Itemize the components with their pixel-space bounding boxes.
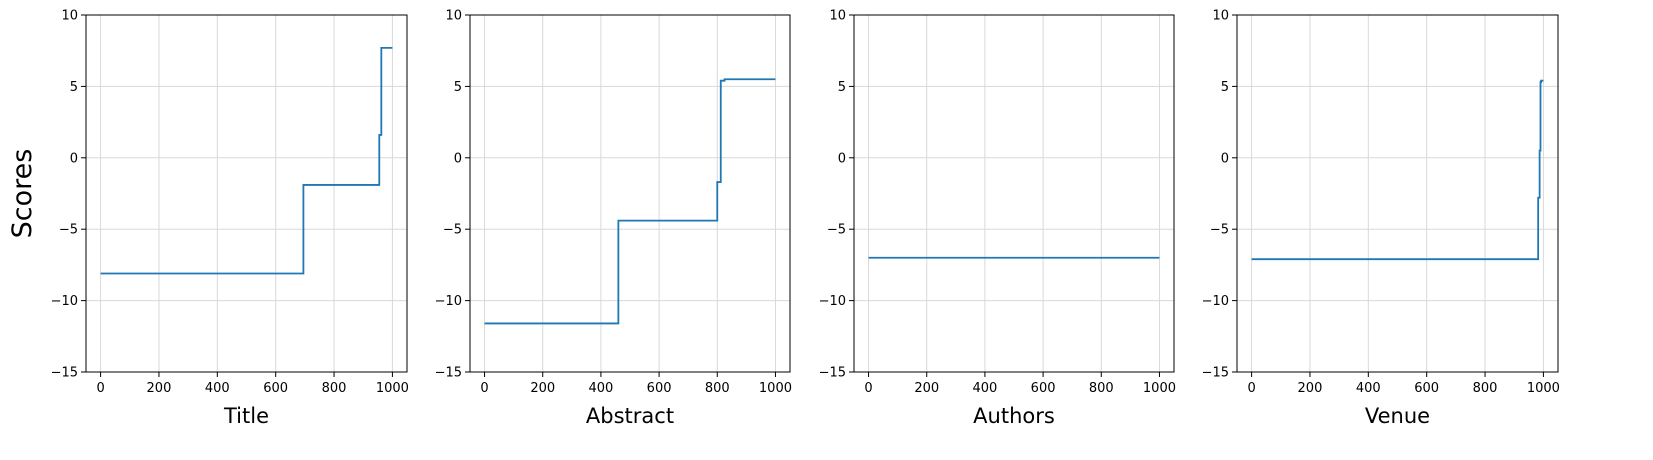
y-tick-label: 0 (838, 151, 846, 166)
x-tick-label: 600 (647, 381, 672, 396)
y-tick-label: −5 (1210, 223, 1229, 238)
plot-frame (469, 14, 791, 373)
x-tick-label: 200 (914, 381, 939, 396)
subplot-1: 0 200 400 600 800 1000 −15 −10 −5 0 5 10 Title Scores (7, 9, 409, 429)
series-line (100, 46, 393, 275)
x-axis-label: Venue (1365, 404, 1430, 428)
y-tick-label: −15 (819, 366, 846, 381)
y-tick-label: −10 (819, 294, 846, 309)
y-tick-label: −5 (443, 223, 462, 238)
plot-frame (853, 14, 1175, 373)
x-axis-label: Authors (973, 404, 1055, 428)
x-tick-label: 800 (1473, 381, 1498, 396)
x-tick-label: 200 (1298, 381, 1323, 396)
y-tick-label: 10 (1212, 9, 1229, 24)
x-tick-label: 200 (530, 381, 555, 396)
y-tick-label: −5 (827, 223, 846, 238)
x-tick-label: 400 (588, 381, 613, 396)
y-tick-label: −10 (435, 294, 462, 309)
y-tick-label: 0 (1221, 151, 1229, 166)
y-tick-label: −10 (1202, 294, 1229, 309)
y-tick-label: 10 (61, 9, 78, 24)
x-tick-label: 800 (1089, 381, 1114, 396)
y-tick-label: 0 (454, 151, 462, 166)
y-tick-label: 5 (838, 80, 846, 95)
x-tick-label: 600 (263, 381, 288, 396)
subplot-3: 0 200 400 600 800 1000 −15 −10 −5 0 5 10 Authors (819, 9, 1176, 429)
series-line (484, 78, 776, 325)
x-tick-label: 400 (205, 381, 230, 396)
x-tick-label: 0 (96, 381, 104, 396)
x-tick-label: 1000 (1527, 381, 1560, 396)
y-tick-label: 5 (70, 80, 78, 95)
series-line (1251, 79, 1544, 261)
y-tick-label: −5 (59, 223, 78, 238)
x-tick-label: 0 (1247, 381, 1255, 396)
plot-frame (85, 14, 408, 373)
subplot-2: 0 200 400 600 800 1000 −15 −10 −5 0 5 10 Abstract (435, 9, 792, 429)
x-tick-label: 1000 (1143, 381, 1176, 396)
x-tick-label: 0 (480, 381, 488, 396)
x-tick-label: 200 (147, 381, 172, 396)
x-tick-label: 400 (972, 381, 997, 396)
plot-frame (1236, 14, 1559, 373)
y-tick-label: 10 (445, 9, 462, 24)
x-axis-label: Title (223, 404, 269, 428)
x-tick-label: 800 (705, 381, 730, 396)
y-axis-label: Scores (7, 149, 38, 239)
x-tick-label: 400 (1356, 381, 1381, 396)
x-tick-label: 600 (1414, 381, 1439, 396)
y-tick-label: −10 (51, 294, 78, 309)
y-tick-label: 5 (454, 80, 462, 95)
y-tick-label: −15 (51, 366, 78, 381)
y-tick-label: −15 (1202, 366, 1229, 381)
x-axis-label: Abstract (586, 404, 674, 428)
y-tick-label: −15 (435, 366, 462, 381)
x-tick-label: 600 (1031, 381, 1056, 396)
x-tick-label: 1000 (376, 381, 409, 396)
x-tick-label: 800 (322, 381, 347, 396)
y-tick-label: 0 (70, 151, 78, 166)
subplot-4: 0 200 400 600 800 1000 −15 −10 −5 0 5 10 Venue (1202, 9, 1560, 429)
x-tick-label: 0 (864, 381, 872, 396)
y-tick-label: 10 (829, 9, 846, 24)
x-tick-label: 1000 (759, 381, 792, 396)
y-tick-label: 5 (1221, 80, 1229, 95)
